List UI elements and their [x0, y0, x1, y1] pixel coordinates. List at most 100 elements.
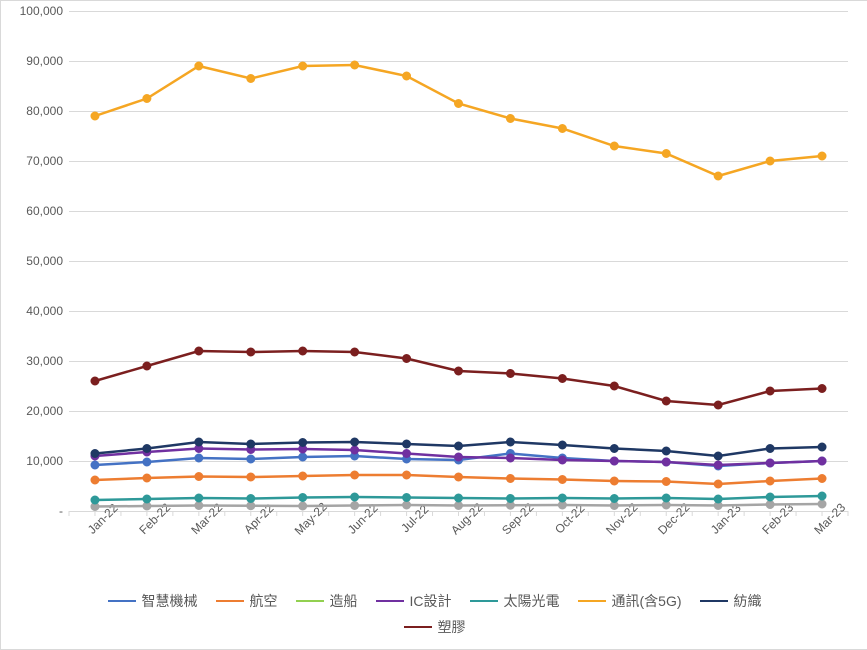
legend-label: 紡織	[734, 591, 762, 611]
series-marker	[663, 495, 670, 502]
series-marker	[299, 503, 306, 510]
series-marker	[611, 143, 618, 150]
legend-label: 造船	[330, 591, 358, 611]
series-marker	[91, 450, 98, 457]
legend-swatch	[470, 600, 498, 602]
legend-item: 造船	[296, 591, 358, 611]
series-marker	[351, 439, 358, 446]
series-marker	[715, 462, 722, 469]
series-marker	[819, 385, 826, 392]
y-axis-label: 20,000	[26, 404, 69, 418]
series-marker	[143, 496, 150, 503]
series-marker	[559, 125, 566, 132]
series-marker	[767, 501, 774, 508]
series-marker	[767, 478, 774, 485]
series-marker	[403, 494, 410, 501]
series-marker	[403, 355, 410, 362]
series-marker	[767, 460, 774, 467]
series-marker	[91, 462, 98, 469]
series-marker	[663, 502, 670, 509]
y-axis-label: 80,000	[26, 104, 69, 118]
series-marker	[195, 63, 202, 70]
series-marker	[247, 474, 254, 481]
series-marker	[299, 454, 306, 461]
legend-item: 通訊(含5G)	[578, 591, 682, 611]
series-marker	[195, 473, 202, 480]
series-marker	[91, 378, 98, 385]
legend-swatch	[376, 600, 404, 602]
series-marker	[247, 456, 254, 463]
legend-label: 塑膠	[438, 617, 466, 637]
series-marker	[351, 494, 358, 501]
series-marker	[767, 158, 774, 165]
legend-label: 智慧機械	[142, 591, 198, 611]
series-marker	[819, 475, 826, 482]
series-marker	[195, 348, 202, 355]
series-marker	[507, 115, 514, 122]
series-marker	[611, 495, 618, 502]
series-marker	[507, 370, 514, 377]
legend-item: 航空	[216, 591, 278, 611]
series-marker	[351, 447, 358, 454]
series-marker	[559, 375, 566, 382]
series-marker	[819, 153, 826, 160]
series-marker	[143, 503, 150, 510]
series-marker	[819, 444, 826, 451]
legend: 智慧機械 航空 造船 IC設計 太陽光電 通訊(含5G) 紡織塑膠	[75, 591, 795, 637]
series-marker	[559, 502, 566, 509]
series-marker	[611, 502, 618, 509]
series-marker	[143, 475, 150, 482]
series-marker	[455, 454, 462, 461]
legend-swatch	[578, 600, 606, 602]
legend-label: IC設計	[410, 591, 452, 611]
series-marker	[299, 473, 306, 480]
legend-label: 通訊(含5G)	[612, 591, 682, 611]
series-marker	[663, 398, 670, 405]
legend-item: 紡織	[700, 591, 762, 611]
series-marker	[663, 150, 670, 157]
series-marker	[403, 502, 410, 509]
series-marker	[195, 439, 202, 446]
series-marker	[351, 472, 358, 479]
series-marker	[715, 481, 722, 488]
series-marker	[455, 474, 462, 481]
series-marker	[143, 363, 150, 370]
series-marker	[559, 495, 566, 502]
series-marker	[351, 349, 358, 356]
series-marker	[507, 455, 514, 462]
series-marker	[195, 495, 202, 502]
series-marker	[715, 402, 722, 409]
y-axis-label: 60,000	[26, 204, 69, 218]
legend-swatch	[700, 600, 728, 602]
legend-label: 太陽光電	[504, 591, 560, 611]
series-marker	[403, 441, 410, 448]
series-marker	[819, 458, 826, 465]
y-axis-label: 90,000	[26, 54, 69, 68]
y-axis-label: 50,000	[26, 254, 69, 268]
legend-label: 航空	[250, 591, 278, 611]
series-marker	[247, 495, 254, 502]
series-marker	[819, 501, 826, 508]
series-marker	[403, 73, 410, 80]
series-marker	[611, 383, 618, 390]
series-marker	[351, 62, 358, 69]
legend-item: 塑膠	[404, 617, 466, 637]
legend-swatch	[216, 600, 244, 602]
series-marker	[143, 445, 150, 452]
series-marker	[559, 457, 566, 464]
series-marker	[819, 493, 826, 500]
legend-item: IC設計	[376, 591, 452, 611]
plot-area: -10,00020,00030,00040,00050,00060,00070,…	[69, 11, 848, 511]
series-marker	[507, 495, 514, 502]
series-line	[95, 65, 822, 176]
chart-container: -10,00020,00030,00040,00050,00060,00070,…	[0, 0, 867, 650]
y-axis-label: 40,000	[26, 304, 69, 318]
series-marker	[195, 455, 202, 462]
series-marker	[611, 445, 618, 452]
series-marker	[91, 497, 98, 504]
y-axis-label: -	[59, 504, 69, 518]
series-marker	[247, 349, 254, 356]
series-marker	[715, 173, 722, 180]
series-marker	[559, 442, 566, 449]
series-marker	[663, 448, 670, 455]
